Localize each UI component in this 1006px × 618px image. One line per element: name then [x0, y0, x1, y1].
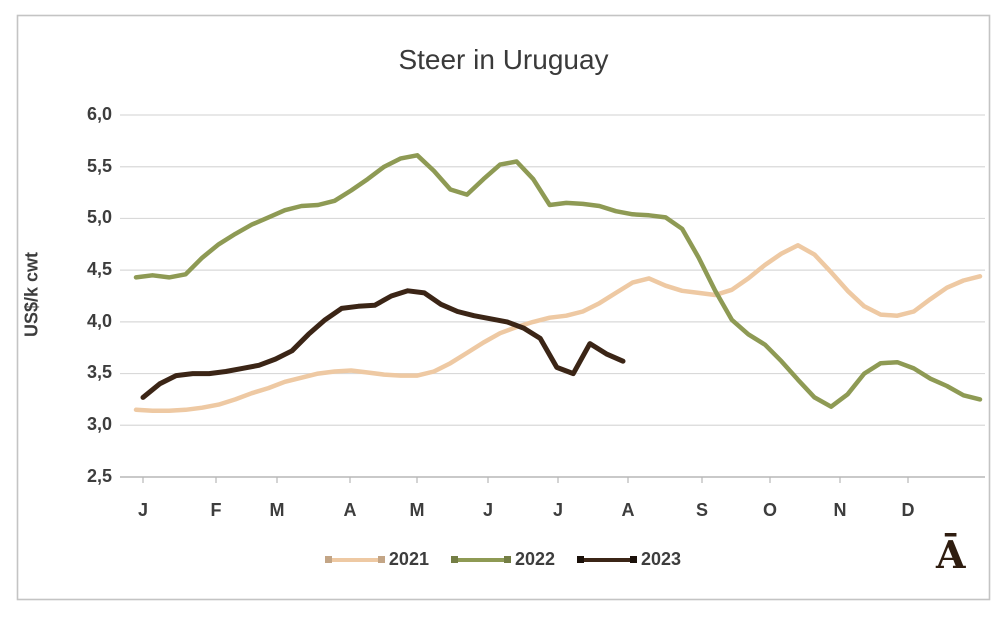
y-axis-tick-label: 6,0	[86, 104, 112, 124]
y-axis-tick-label: 3,5	[86, 362, 112, 382]
legend-item-2021: 2021	[324, 549, 429, 570]
x-axis-tick-label: S	[695, 500, 708, 520]
x-axis-tick-label: D	[901, 500, 915, 520]
y-axis-title: US$/k cwt	[21, 251, 42, 338]
x-axis-tick-label: M	[269, 500, 285, 520]
x-axis-tick-label: A	[343, 500, 357, 520]
x-axis-tick-label: O	[762, 500, 777, 520]
x-axis-tick-label: J	[137, 500, 148, 520]
y-axis-tick-label: 4,0	[86, 311, 112, 331]
legend-line-swatch-2023	[577, 556, 638, 563]
legend: 2021 2022 2023	[17, 549, 990, 570]
y-axis-tick-label: 5,5	[86, 156, 112, 176]
y-axis-tick-label: 2,5	[86, 466, 112, 486]
series-line-2023	[140, 288, 626, 400]
y-axis-tick-label: 5,0	[86, 207, 112, 227]
x-axis-tick-label: N	[833, 500, 847, 520]
x-axis-tick-label: A	[621, 500, 635, 520]
x-axis-tick-label: J	[482, 500, 493, 520]
x-axis-ticks	[142, 477, 909, 483]
y-axis-tick-label: 4,5	[86, 259, 112, 279]
legend-label-2021: 2021	[388, 549, 429, 569]
legend-line-swatch-2021	[324, 556, 385, 563]
chart-frame	[16, 14, 991, 601]
gridlines	[120, 114, 985, 478]
x-axis-tick-label: J	[552, 500, 563, 520]
chart-title: Steer in Uruguay	[398, 44, 609, 75]
legend-label-2023: 2023	[641, 549, 682, 569]
legend-item-2022: 2022	[450, 549, 556, 570]
legend-line-swatch-2022	[450, 556, 511, 563]
series-line-2022	[133, 153, 983, 409]
x-axis-tick-label: F	[210, 500, 222, 520]
x-axis-tick-label: M	[409, 500, 425, 520]
y-axis-tick-label: 3,0	[86, 414, 112, 434]
legend-label-2022: 2022	[514, 549, 556, 569]
series-line-2021	[133, 243, 983, 414]
legend-item-2023: 2023	[577, 549, 682, 570]
watermark-letter: Ā	[936, 532, 966, 577]
